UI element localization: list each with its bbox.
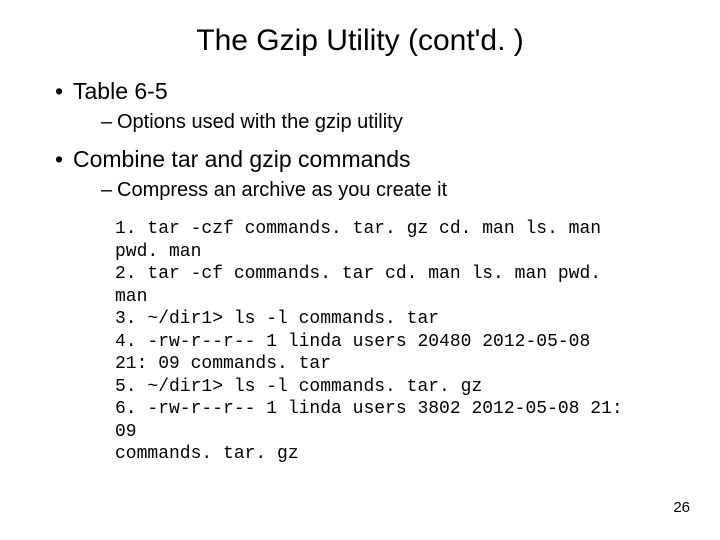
sub-bullet-item: Compress an archive as you create it [101,177,680,204]
bullet-list-level2: Compress an archive as you create it [73,177,680,204]
sub-bullet-item: Options used with the gzip utility [101,109,680,136]
slide-content: Table 6-5 Options used with the gzip uti… [0,76,720,466]
bullet-text: Combine tar and gzip commands [73,146,411,172]
bullet-text: Table 6-5 [73,78,168,104]
page-number: 26 [673,499,690,516]
sub-bullet-text: Options used with the gzip utility [117,111,403,133]
bullet-item: Combine tar and gzip commands Compress a… [55,144,680,204]
slide-title: The Gzip Utility (cont'd. ) [0,0,720,76]
bullet-list-level2: Options used with the gzip utility [73,109,680,136]
code-block: 1. tar -czf commands. tar. gz cd. man ls… [55,218,680,466]
slide: The Gzip Utility (cont'd. ) Table 6-5 Op… [0,0,720,540]
bullet-item: Table 6-5 Options used with the gzip uti… [55,76,680,136]
bullet-list-level1: Table 6-5 Options used with the gzip uti… [55,76,680,204]
sub-bullet-text: Compress an archive as you create it [117,179,447,201]
